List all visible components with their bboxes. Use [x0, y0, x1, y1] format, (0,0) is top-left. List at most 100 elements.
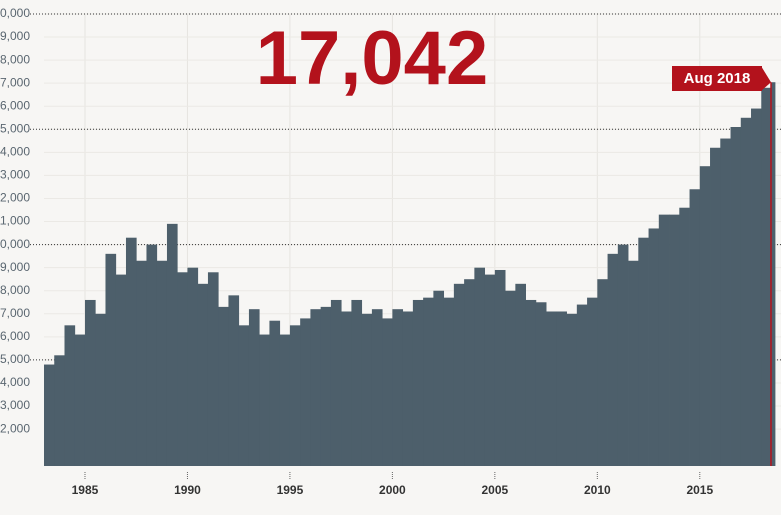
bar [156, 260, 168, 466]
bar [546, 311, 557, 466]
x-tick-label: 2010 [584, 483, 611, 497]
x-tick-label: 2005 [482, 483, 509, 497]
bar [44, 364, 55, 466]
bar [187, 267, 199, 466]
bar [330, 299, 342, 466]
bar [125, 237, 137, 466]
bar [279, 334, 291, 466]
bar [341, 311, 352, 466]
bar [515, 283, 526, 466]
y-tick-label: 3,000 [0, 398, 30, 412]
y-tick-label: 12,000 [0, 191, 30, 205]
bar [597, 279, 608, 466]
bar [587, 297, 598, 466]
bar [207, 272, 219, 466]
bar [730, 127, 742, 466]
y-tick-label: 5,000 [0, 352, 30, 366]
y-tick-label: 19,000 [0, 29, 30, 43]
bar [361, 313, 373, 466]
bar [238, 325, 250, 466]
bar [218, 306, 229, 466]
bar [535, 302, 547, 466]
bar [628, 260, 639, 466]
bar [720, 138, 731, 466]
bar [177, 272, 188, 466]
bar [300, 318, 311, 466]
y-tick-label: 6,000 [0, 329, 30, 343]
y-tick-label: 15,000 [0, 121, 30, 135]
bar [54, 355, 65, 466]
bar [320, 306, 332, 466]
bar [638, 237, 649, 466]
bar [371, 309, 383, 466]
bar [494, 269, 506, 466]
bar [64, 325, 76, 466]
bar [710, 147, 721, 466]
y-tick-label: 14,000 [0, 145, 30, 159]
bar [392, 309, 404, 466]
bar [669, 214, 680, 466]
x-tick-label: 1985 [72, 483, 99, 497]
y-tick-label: 8,000 [0, 283, 30, 297]
bar [617, 244, 629, 466]
y-tick-label: 16,000 [0, 98, 30, 112]
bar [689, 189, 701, 466]
highlight-value: 17,042 [256, 16, 488, 101]
bar [423, 297, 434, 466]
bar [607, 253, 619, 466]
bar [136, 260, 147, 466]
bar [443, 297, 455, 466]
bar [259, 334, 270, 466]
bar [115, 274, 127, 466]
bar [751, 108, 762, 466]
highlight-box [672, 66, 762, 91]
bar [382, 318, 393, 466]
x-tick-label: 2000 [379, 483, 406, 497]
bar [412, 299, 424, 466]
highlight-date: Aug 2018 [684, 70, 751, 87]
bar [166, 223, 178, 466]
bar [761, 87, 772, 466]
y-tick-label: 9,000 [0, 260, 30, 274]
bar [95, 313, 106, 466]
bar [146, 244, 158, 466]
bar [289, 325, 301, 466]
bar [505, 290, 516, 466]
bar [248, 309, 260, 466]
bar [566, 313, 578, 466]
y-tick-label: 13,000 [0, 168, 30, 182]
y-tick-label: 18,000 [0, 52, 30, 66]
highlight-pointer [761, 66, 771, 91]
bar [484, 274, 496, 466]
bar [351, 299, 363, 466]
bar [197, 283, 209, 466]
bar [679, 207, 690, 466]
bar [576, 304, 588, 466]
bar [74, 334, 86, 466]
bar [464, 279, 475, 466]
y-tick-label: 11,000 [0, 214, 30, 228]
bar [228, 295, 240, 466]
y-tick-label: 7,000 [0, 306, 30, 320]
bar [310, 309, 322, 466]
bar [453, 283, 465, 466]
y-tick-label: 20,000 [0, 6, 30, 20]
y-tick-label: 4,000 [0, 375, 30, 389]
annotations: 1985 1990 1995 2000 2005 2010 2015 20,000 19,000… [0, 6, 772, 497]
bars [44, 82, 776, 467]
bar [740, 117, 752, 466]
bar [84, 299, 96, 466]
bar [474, 267, 486, 466]
bar [648, 228, 660, 466]
x-tick-label: 2015 [686, 483, 713, 497]
bar [699, 166, 711, 466]
bar [402, 311, 414, 466]
bar [556, 311, 567, 466]
bar [525, 299, 537, 466]
bar [433, 290, 445, 466]
bar [771, 82, 776, 467]
x-tick-label: 1990 [174, 483, 201, 497]
y-tick-label: 10,000 [0, 237, 30, 251]
bar [269, 320, 281, 466]
